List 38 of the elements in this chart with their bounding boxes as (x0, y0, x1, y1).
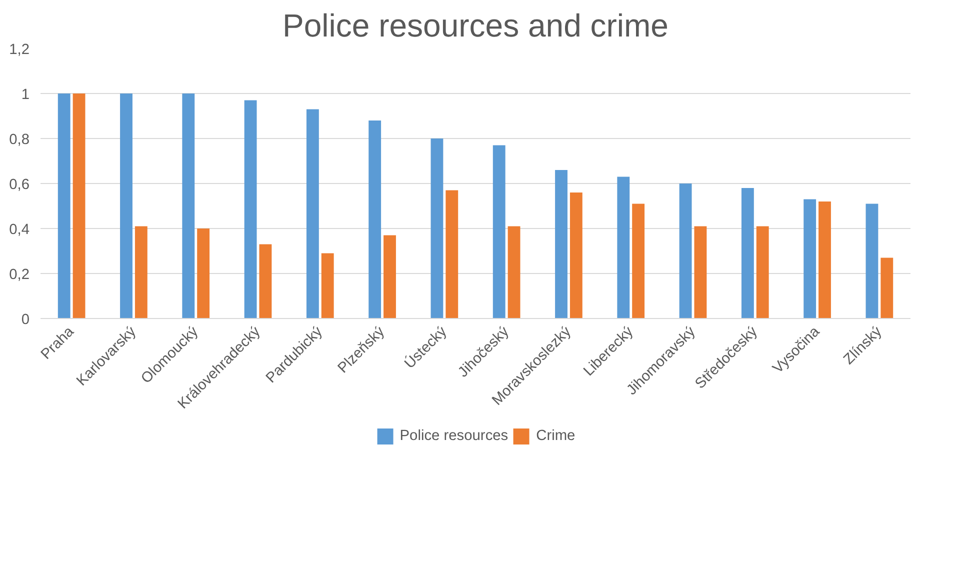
bar (368, 120, 382, 318)
bar (430, 138, 444, 318)
bar (555, 170, 568, 318)
y-tick-label: 0,2 (9, 267, 30, 283)
y-tick-label: 0,8 (9, 132, 30, 148)
y-tick-label: 0,4 (9, 222, 30, 238)
bar (756, 226, 769, 318)
chart-title: Police resources and crime (282, 8, 668, 44)
bar (182, 94, 195, 318)
bar (818, 202, 831, 318)
bar (244, 100, 257, 318)
bar (321, 253, 334, 318)
bar (804, 199, 816, 318)
bar (880, 258, 894, 318)
bar (617, 176, 630, 318)
y-tick-label: 1,2 (9, 42, 30, 58)
bar (741, 188, 754, 318)
bar (259, 244, 272, 318)
bar (694, 226, 707, 318)
bar (492, 145, 506, 318)
bar (58, 94, 70, 318)
bar (197, 228, 210, 318)
bar (120, 94, 132, 318)
bar (632, 204, 645, 318)
bar (679, 184, 692, 318)
bar (384, 235, 396, 318)
bar (306, 109, 319, 318)
y-tick-label: 0 (21, 312, 30, 328)
bar (570, 192, 582, 318)
bar (446, 190, 458, 318)
legend-label: Police resources (400, 428, 508, 444)
y-tick-label: 0,6 (9, 177, 30, 193)
legend-label: Crime (536, 428, 576, 444)
bar (72, 94, 86, 318)
bar (134, 226, 148, 318)
bar (866, 204, 878, 318)
bar (508, 226, 520, 318)
y-tick-label: 1 (21, 87, 30, 103)
